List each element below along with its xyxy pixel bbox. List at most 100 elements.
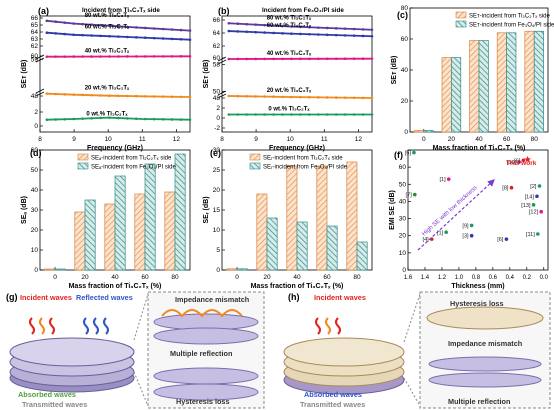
data-point-label: [6]	[497, 237, 504, 243]
series-marker	[281, 24, 284, 28]
series-marker	[308, 95, 311, 99]
series-marker	[63, 93, 67, 96]
y-tick-label: 20	[401, 98, 409, 105]
y-tick-label: 20	[399, 233, 407, 240]
series-marker	[317, 96, 320, 99]
data-point	[504, 237, 509, 241]
data-point	[537, 184, 542, 188]
series-marker	[299, 113, 302, 116]
g-reflection-arrows	[161, 309, 243, 318]
series-marker	[72, 117, 75, 121]
series-marker	[143, 117, 147, 121]
series-marker	[126, 94, 129, 98]
x-tick-label: 20	[448, 136, 456, 143]
y-axis-label: SEₐ (dB)	[21, 196, 28, 224]
x-tick-label: 1.4	[421, 275, 430, 281]
series-marker	[108, 94, 111, 97]
chart-f: 1.6 1.4 1.2 1.0 0.8 0.6 0.4 0.2 0.0 0 10 20 30 40 50 60…	[389, 149, 549, 290]
series-marker	[227, 57, 231, 61]
series-marker	[254, 113, 257, 116]
series-marker	[90, 55, 93, 58]
series-marker	[188, 29, 192, 32]
x-tick-label: 10	[287, 136, 295, 143]
bar	[256, 193, 268, 271]
y-tick-label: 66	[31, 15, 39, 22]
data-point	[412, 192, 417, 197]
x-tick-label: 80	[353, 274, 361, 281]
x-tick-label: 8	[220, 136, 224, 143]
y-tick-label: 30	[31, 207, 39, 214]
y-tick-label: 63	[31, 36, 39, 43]
y-tick-label: 62	[31, 43, 39, 50]
data-point-label: [1]	[439, 177, 446, 183]
y-tick-label: 50	[31, 167, 39, 174]
data-point	[446, 177, 451, 181]
panel-a-letter: (a)	[38, 6, 49, 16]
series-marker	[161, 55, 165, 58]
series-marker	[188, 95, 192, 99]
schematic-g: (g) Incident waves Reflected waves Absor…	[6, 291, 265, 409]
series-marker	[245, 113, 249, 116]
series-marker	[352, 96, 356, 100]
this-work-label: This work	[506, 160, 537, 167]
series-marker	[290, 113, 293, 116]
series-marker	[54, 32, 58, 35]
series-marker	[54, 20, 58, 24]
y-tick-label: 40	[31, 187, 39, 194]
data-point	[444, 230, 448, 235]
data-point-label: [14]	[525, 194, 535, 200]
series-marker	[152, 27, 156, 30]
series-marker	[90, 93, 93, 97]
x-tick-label: 11	[139, 136, 146, 143]
series-marker	[72, 55, 75, 58]
data-point	[531, 203, 536, 207]
g-reflected-label: Reflected waves	[76, 293, 133, 302]
h-transmitted-label: Transmitted waves	[300, 400, 365, 409]
series-marker	[272, 95, 275, 99]
y-tick-label: 60	[401, 36, 409, 43]
panel-c-letter: (c)	[397, 10, 408, 20]
data-point	[412, 150, 416, 155]
g-absorbed-label: Absorbed waves	[18, 390, 76, 399]
g-hysteresis-label: Hysteresis loss	[176, 397, 230, 406]
series-marker	[325, 113, 329, 116]
series-marker	[334, 113, 338, 116]
series-marker	[126, 35, 129, 39]
series-label: 80 wt.% Ti₃C₂Tₓ	[85, 13, 130, 19]
y-tick-label: 59	[31, 56, 39, 63]
bar	[524, 30, 535, 133]
bar	[104, 203, 116, 271]
series-marker	[108, 24, 111, 28]
series-marker	[45, 19, 49, 23]
bar	[506, 32, 517, 133]
bar	[414, 130, 425, 133]
series-marker	[272, 24, 275, 27]
data-point-label: [6]	[514, 158, 521, 164]
series-label: 40 wt.% Ti₃C₂Tₓ	[267, 51, 312, 57]
legend-swatch	[249, 153, 261, 161]
panel-b-note: Incident from Fe₃O₄/PI side	[262, 7, 344, 14]
series-marker	[317, 33, 320, 36]
series-marker	[263, 113, 266, 116]
axis-break-mark	[35, 88, 45, 97]
bar	[144, 163, 156, 271]
y-tick-label: 60	[213, 55, 221, 62]
series-marker	[143, 26, 147, 30]
legend-label: SEₐ-incident from Ti₃C₂Tₓ side	[91, 156, 172, 162]
y-tick-label: 0	[404, 129, 408, 136]
series-marker	[63, 21, 67, 24]
series-marker	[170, 28, 174, 31]
data-point	[469, 233, 474, 238]
series-marker	[299, 25, 302, 29]
series-marker	[45, 118, 49, 121]
legend-label: SEᴛ-incident from Ti₃C₂Tₓ side	[469, 14, 551, 20]
this-work-star	[524, 155, 532, 163]
y-tick-label: 40	[399, 198, 407, 205]
y-tick-label: 15	[213, 207, 221, 214]
data-point	[521, 158, 526, 163]
series-marker	[263, 31, 266, 34]
series-marker	[81, 55, 84, 58]
series-marker	[81, 117, 84, 120]
data-point-label: [12]	[529, 210, 539, 216]
series-marker	[334, 27, 338, 30]
